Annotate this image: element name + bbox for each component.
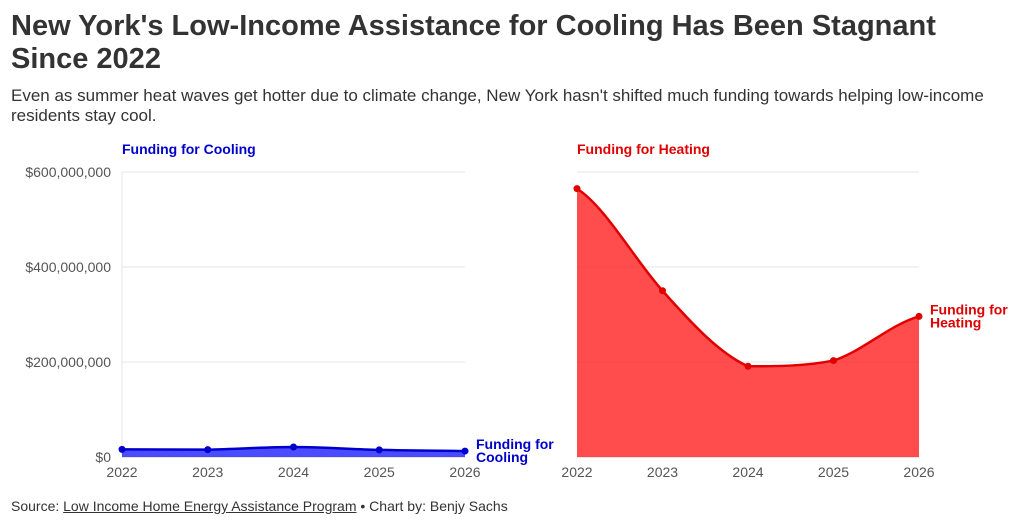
data-point-1-3 [830,357,837,365]
x-tick-label: 2026 [903,464,934,480]
x-tick-label: 2024 [732,464,763,480]
credit-text: • Chart by: Benjy Sachs [360,498,508,514]
x-tick-label: 2026 [449,464,480,480]
data-point-1-1 [659,287,666,295]
data-point-1-2 [744,362,752,370]
data-point-0-2 [290,443,297,451]
end-label-1: Funding for [930,301,1008,317]
panel-title-0: Funding for Cooling [122,141,256,157]
y-tick-label: $400,000,000 [25,259,111,275]
series-line-1 [576,187,920,368]
source-prefix: Source: [11,498,60,514]
y-tick-label: $200,000,000 [25,354,111,370]
x-tick-label: 2025 [818,464,849,480]
data-point-0-1 [204,446,212,454]
x-tick-label: 2022 [561,464,592,480]
data-point-1-0 [573,185,581,193]
data-point-0-0 [118,445,126,453]
x-tick-label: 2023 [647,464,678,480]
x-tick-label: 2025 [364,464,395,480]
y-tick-label: $0 [95,449,111,465]
series-area-1 [577,188,919,457]
footer: Source: Low Income Home Energy Assistanc… [11,497,508,515]
end-label-0: Funding for [476,436,554,452]
x-tick-label: 2022 [106,464,137,480]
y-tick-label: $600,000,000 [25,164,111,180]
end-label-0: Cooling [476,449,528,465]
chart-title: New York's Low-Income Assistance for Coo… [11,10,936,75]
panel-title-1: Funding for Heating [577,141,710,157]
x-tick-label: 2024 [278,464,309,480]
data-point-0-4 [461,447,469,455]
data-point-0-3 [375,446,383,454]
source-link[interactable]: Low Income Home Energy Assistance Progra… [63,498,357,514]
x-tick-label: 2023 [192,464,223,480]
series-area-0 [122,447,465,457]
end-label-1: Heating [930,314,981,330]
data-point-1-4 [915,312,923,320]
chart-subtitle: Even as summer heat waves get hotter due… [11,86,984,125]
